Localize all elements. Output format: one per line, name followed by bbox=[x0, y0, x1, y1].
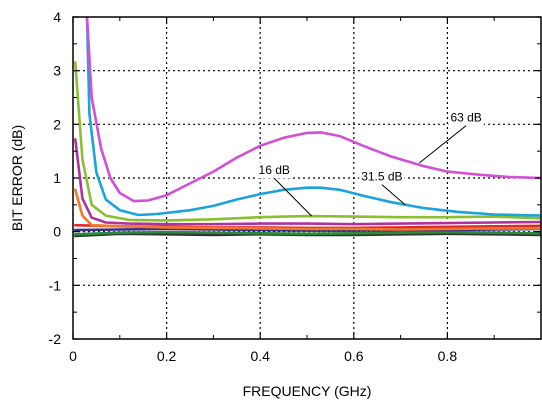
series-line bbox=[74, 138, 541, 226]
annotation-bg bbox=[359, 168, 405, 185]
x-tick-labels: 0 0.2 0.4 0.6 0.8 bbox=[69, 348, 457, 364]
x-tick-label: 0.2 bbox=[157, 348, 177, 364]
annotation-label: 16 dB bbox=[259, 163, 290, 177]
annotation-label: 63 dB bbox=[450, 111, 481, 125]
series-lines bbox=[74, 17, 541, 238]
y-tick-label: 2 bbox=[53, 116, 61, 132]
series-line bbox=[85, 17, 541, 217]
tick-marks bbox=[72, 16, 541, 340]
x-tick-label: 0.8 bbox=[438, 348, 458, 364]
x-axis-title: FREQUENCY (GHz) bbox=[243, 383, 372, 399]
grid-lines bbox=[73, 17, 541, 339]
y-tick-label: -1 bbox=[49, 277, 62, 293]
x-tick-label: 0.4 bbox=[250, 348, 270, 364]
series-line bbox=[85, 17, 541, 203]
annotation-leader bbox=[273, 177, 313, 217]
series-line bbox=[74, 230, 541, 236]
y-axis-title: BIT ERROR (dB) bbox=[9, 125, 25, 231]
x-tick-label: 0 bbox=[69, 348, 77, 364]
annotation-bg bbox=[256, 162, 292, 179]
annotation-label: 31.5 dB bbox=[361, 170, 402, 184]
annotation-leader bbox=[419, 125, 467, 164]
y-tick-label: -2 bbox=[49, 331, 62, 347]
y-tick-label: 4 bbox=[53, 9, 61, 25]
annotation-leader bbox=[381, 184, 406, 206]
series-line bbox=[74, 61, 541, 222]
x-tick-label: 0.6 bbox=[344, 348, 364, 364]
y-tick-label: 3 bbox=[53, 63, 61, 79]
y-tick-labels: -2 -1 0 1 2 3 4 bbox=[49, 9, 62, 347]
y-tick-label: 0 bbox=[53, 224, 61, 240]
series-line bbox=[74, 188, 541, 231]
annotation-bg bbox=[448, 109, 484, 126]
y-tick-label: 1 bbox=[53, 170, 61, 186]
annotations: 63 dB 31.5 dB 16 dB bbox=[256, 109, 484, 217]
